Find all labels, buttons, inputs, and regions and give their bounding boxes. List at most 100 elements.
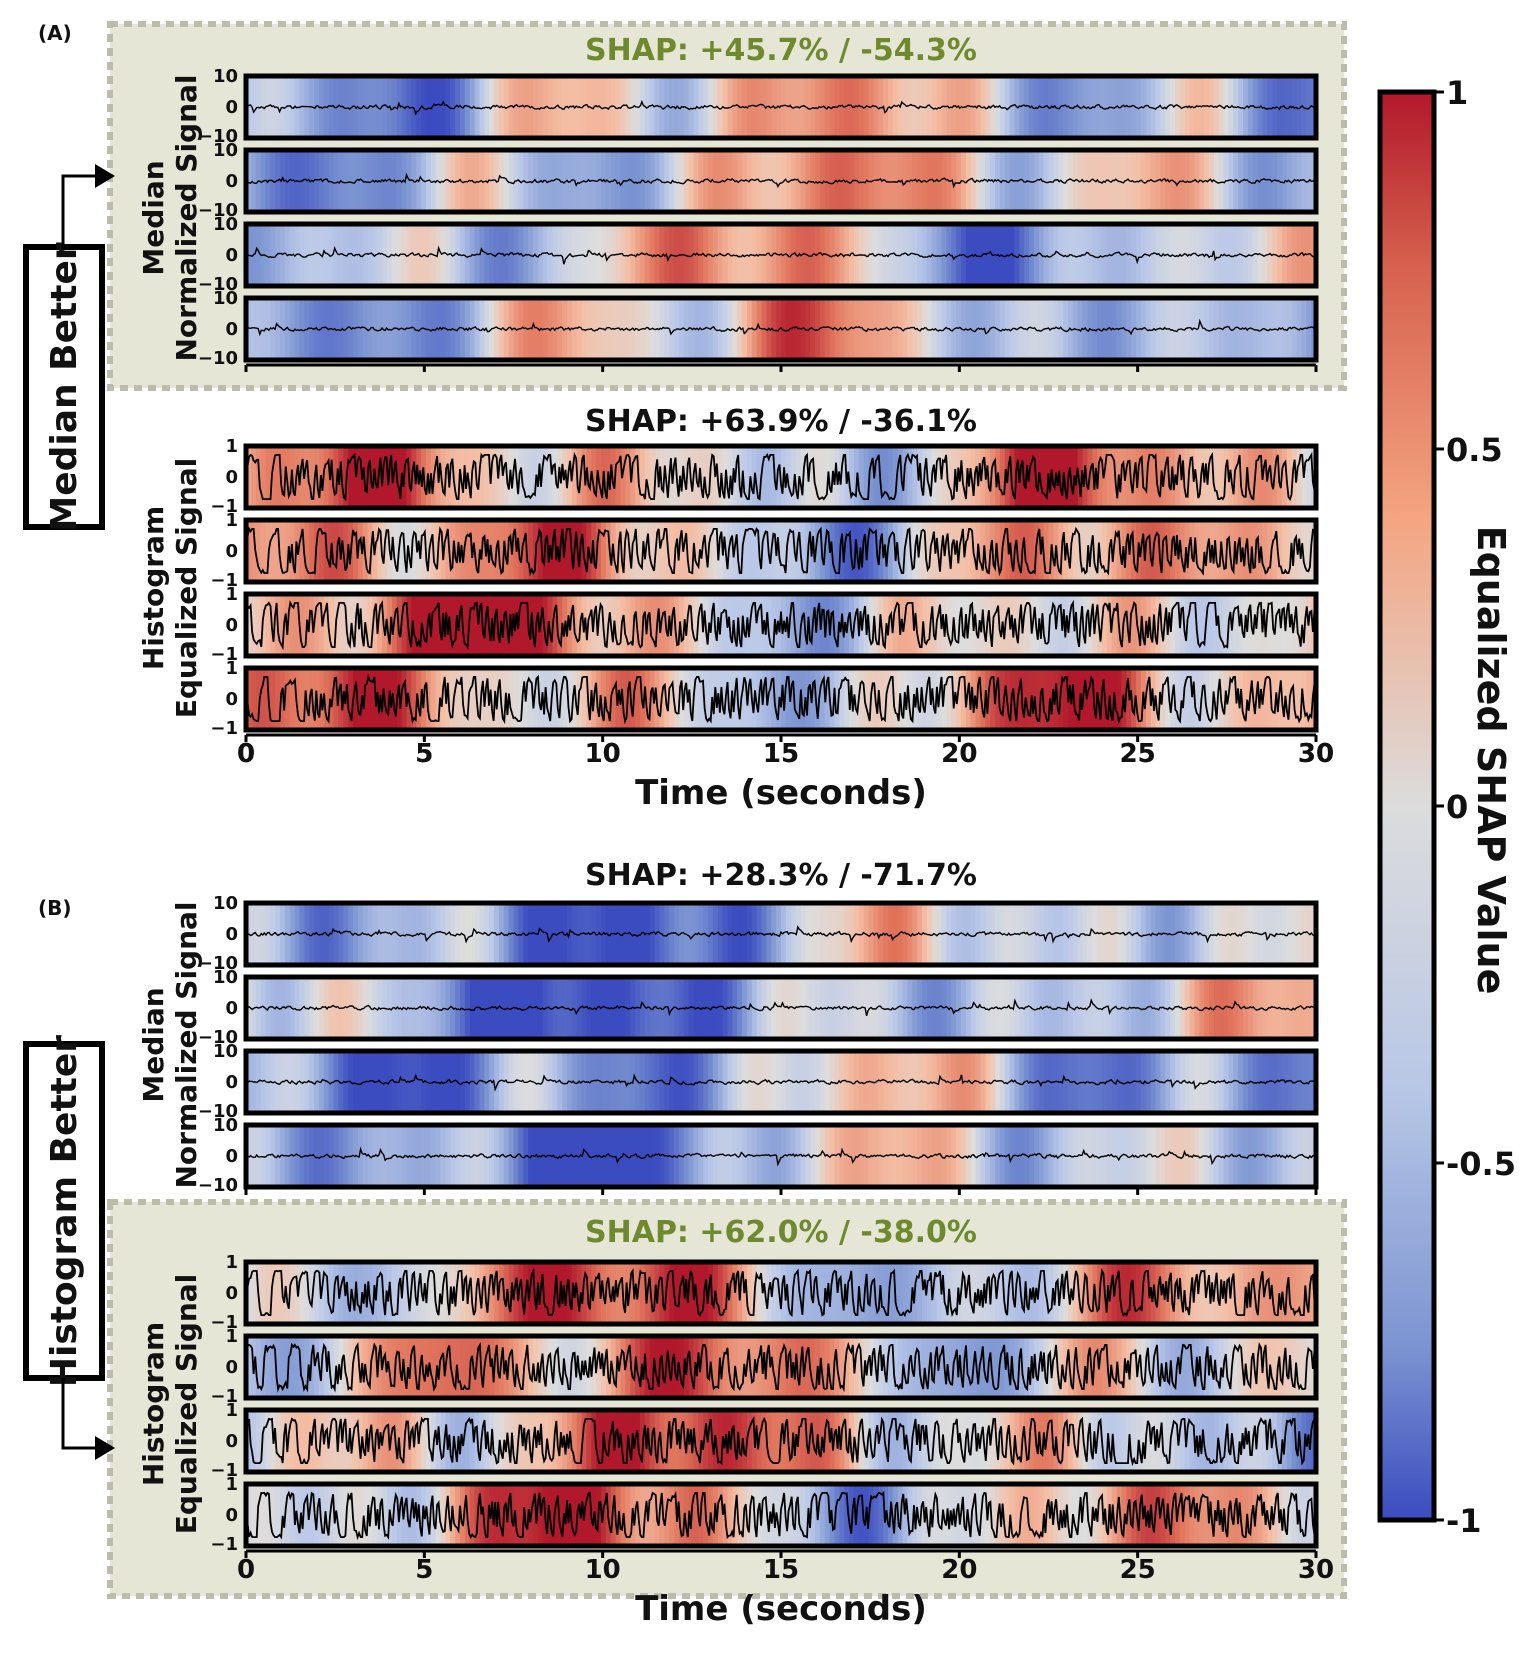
signal-trace: [245, 925, 1317, 944]
shap-cell: [829, 594, 836, 656]
shap-cell: [425, 1125, 432, 1187]
shap-cell: [508, 76, 515, 138]
shap-cell: [1121, 1262, 1127, 1324]
shap-cell: [246, 150, 252, 212]
shap-cell: [571, 1410, 578, 1472]
shap-cell: [1155, 1125, 1161, 1187]
shap-cell: [1063, 1051, 1069, 1113]
shap-cell: [1131, 76, 1137, 138]
shap-cell: [260, 1410, 267, 1472]
shap-cell: [805, 1410, 811, 1472]
shap-cell: [678, 1410, 685, 1472]
shap-cell: [639, 76, 646, 138]
shap-cell: [625, 594, 631, 656]
shap-cell: [970, 903, 977, 965]
shap-cell: [391, 903, 398, 965]
shap-cell: [1092, 668, 1098, 730]
shap-cell: [1257, 1262, 1264, 1324]
shap-cell: [669, 1051, 675, 1113]
shap-cell: [1199, 298, 1205, 360]
shap-cell: [1131, 1410, 1137, 1472]
shap-cell: [567, 1336, 573, 1398]
colorbar-tick-label: 0.5: [1446, 431, 1503, 469]
shap-cell: [742, 1410, 748, 1472]
shap-cell: [571, 224, 578, 286]
shap-cell: [1267, 668, 1273, 730]
shap-cell: [1213, 1336, 1220, 1398]
shap-cell: [659, 150, 665, 212]
shap-cell: [498, 1484, 505, 1546]
shap-cell: [1257, 1336, 1264, 1398]
shap-cell: [815, 298, 821, 360]
shap-cell: [362, 150, 369, 212]
shap-cell: [1179, 520, 1186, 582]
shap-cell: [892, 298, 899, 360]
shap-cell: [523, 1484, 529, 1546]
shap-cell: [421, 977, 427, 1039]
shap-cell: [708, 1125, 714, 1187]
shap-cell: [513, 76, 519, 138]
shap-cell: [1277, 520, 1283, 582]
shap-cell: [246, 1484, 252, 1546]
y-tick-label: 0: [225, 924, 238, 945]
shap-cell: [1140, 1410, 1147, 1472]
shap-cell: [1238, 76, 1244, 138]
shap-cell: [489, 977, 495, 1039]
shap-cell: [581, 1262, 588, 1324]
shap-cell: [1145, 446, 1152, 508]
shap-cell: [532, 1262, 539, 1324]
y-tick-label: 1: [225, 1400, 238, 1421]
shap-cell: [1097, 1051, 1103, 1113]
x-tick-label: 25: [1120, 739, 1156, 769]
shap-cell: [620, 1410, 626, 1472]
shap-cell: [965, 520, 972, 582]
shap-cell: [902, 446, 909, 508]
shap-cell: [732, 76, 738, 138]
shap-cell: [552, 224, 558, 286]
shap-cell: [936, 1262, 943, 1324]
shap-cell: [1024, 977, 1030, 1039]
shap-cell: [683, 76, 690, 138]
shap-cell: [576, 1262, 583, 1324]
signal-trace: [245, 526, 1317, 577]
shap-cell: [294, 1336, 301, 1398]
shap-cell: [790, 150, 797, 212]
shap-cell: [557, 1125, 563, 1187]
y-axis-label: Histogram: [137, 1322, 170, 1486]
shap-cell: [892, 1336, 899, 1398]
shap-cell: [343, 520, 349, 582]
shap-cell: [552, 977, 558, 1039]
shap-cell: [1204, 1410, 1210, 1472]
shap-cell: [1199, 1051, 1205, 1113]
shap-cell: [479, 1484, 485, 1546]
shap-cell: [464, 903, 471, 965]
y-tick-label: 0: [225, 615, 238, 636]
shap-cell: [883, 1262, 889, 1324]
shap-cell: [1247, 446, 1254, 508]
shap-cell: [1291, 298, 1298, 360]
shap-cell: [1277, 76, 1283, 138]
shap-cell: [907, 903, 913, 965]
shap-cell: [479, 76, 485, 138]
shap-cell: [960, 1125, 967, 1187]
shap-cell: [678, 1262, 685, 1324]
shap-cell: [766, 1336, 772, 1398]
shap-cell: [951, 150, 957, 212]
y-tick-label: −10: [198, 953, 238, 974]
shap-cell: [615, 76, 622, 138]
shap-cell: [411, 668, 417, 730]
shap-cell: [815, 446, 821, 508]
shap-cell: [625, 977, 631, 1039]
shap-cell: [377, 76, 383, 138]
channel-frame: [243, 1259, 1319, 1327]
shap-cell: [1063, 76, 1069, 138]
shap-cell: [824, 520, 831, 582]
shap-cell: [498, 150, 505, 212]
shap-cell: [382, 1125, 388, 1187]
shap-cell: [299, 1262, 305, 1324]
channel-frame: [243, 900, 1319, 968]
shap-cell: [858, 668, 865, 730]
shap-cell: [717, 1125, 724, 1187]
shap-cell: [318, 1125, 325, 1187]
shap-cell: [1136, 224, 1142, 286]
